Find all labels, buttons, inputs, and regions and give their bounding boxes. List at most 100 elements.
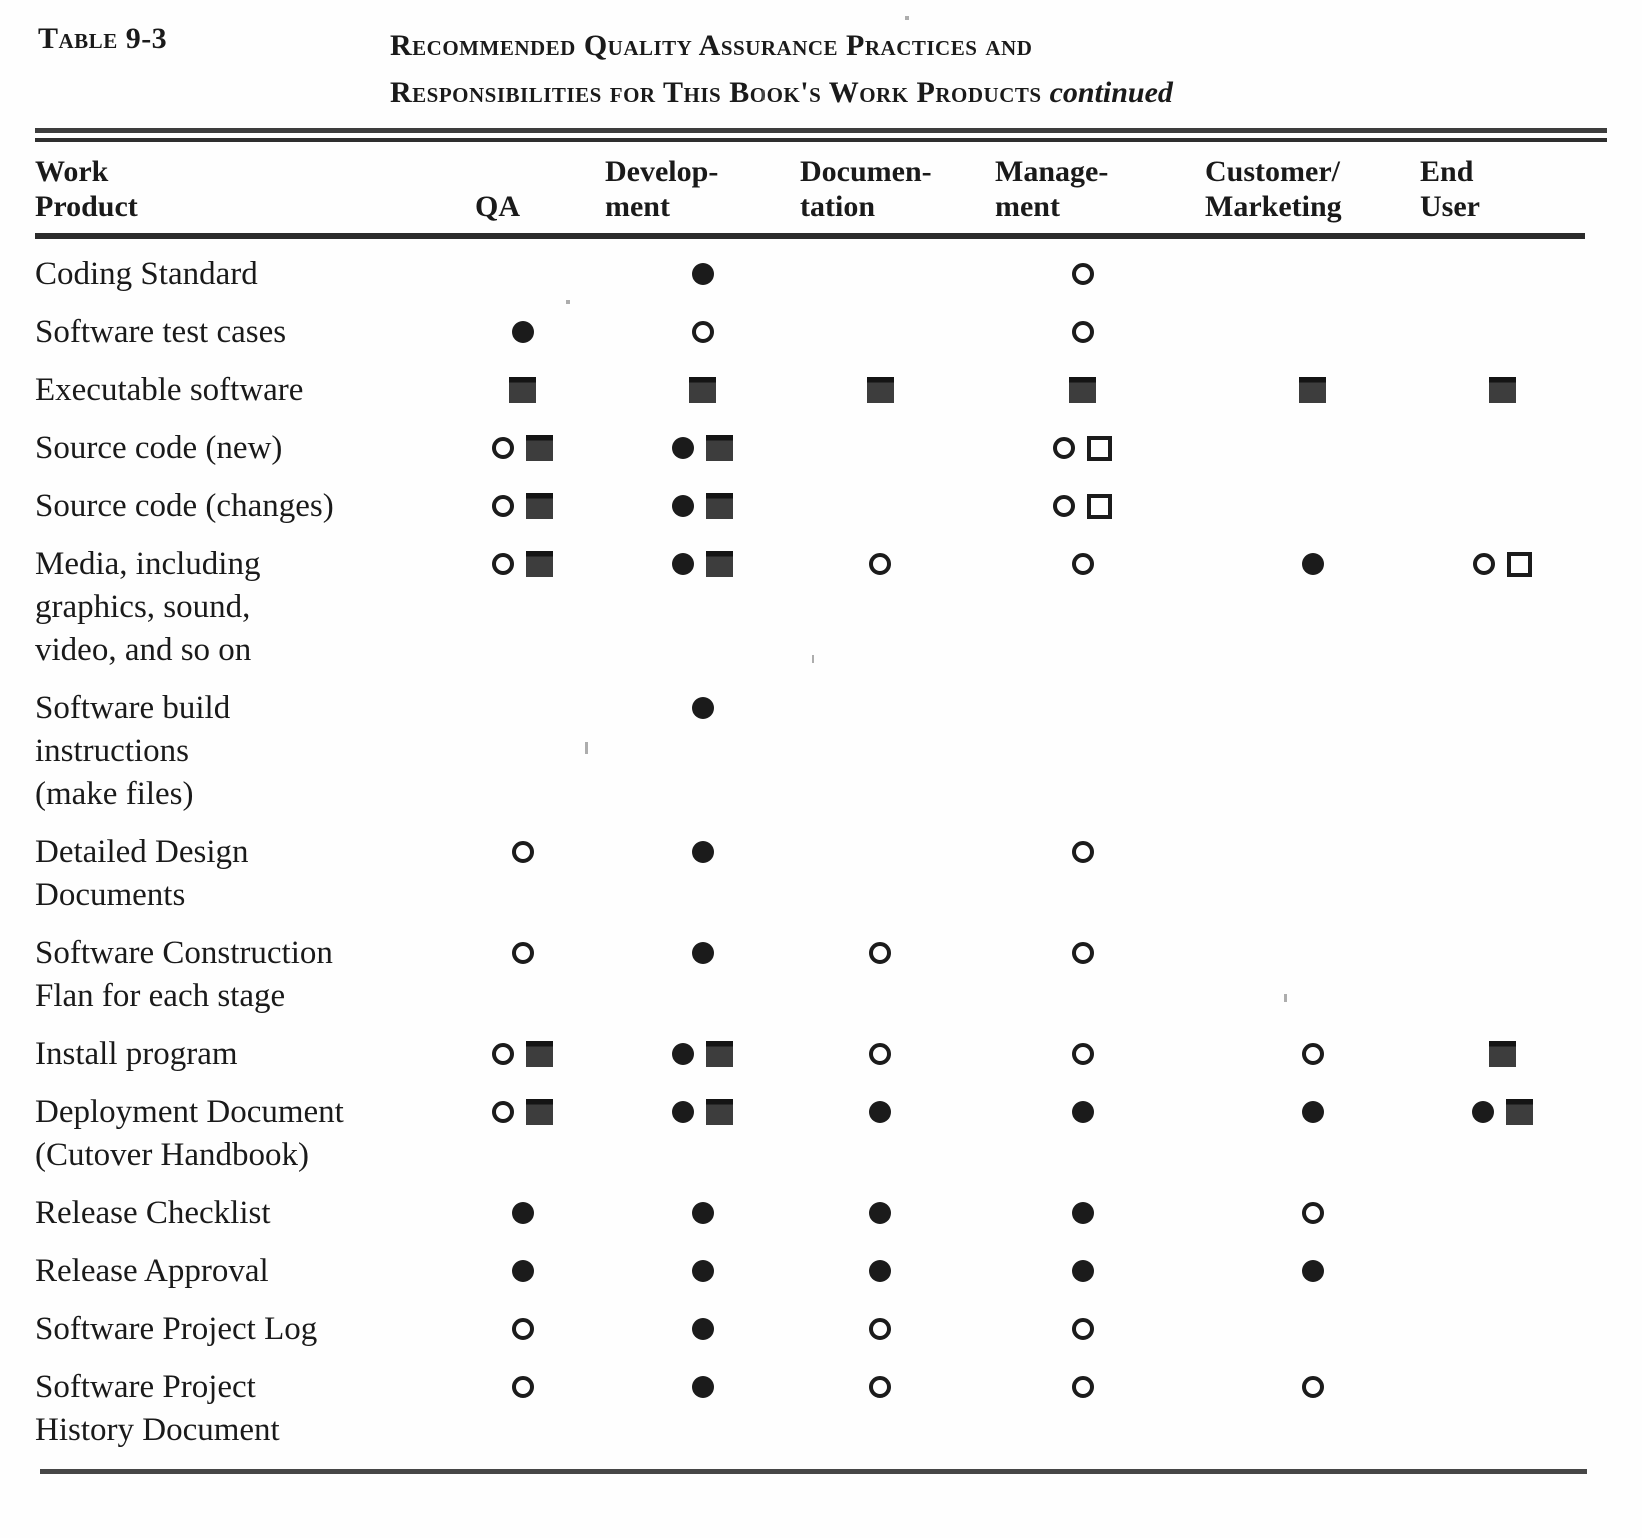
- column-header-end-user: End User: [1420, 148, 1585, 239]
- open-circle-icon: [1071, 1376, 1094, 1399]
- filled-square-icon: [706, 551, 733, 578]
- filled-circle-icon: [1301, 1101, 1324, 1124]
- qa-cell: [440, 1308, 605, 1366]
- open-circle-icon: [869, 942, 891, 965]
- filled-square-icon: [526, 435, 553, 462]
- scan-speck: [905, 16, 909, 20]
- work-product-cell: Executable software: [35, 372, 304, 408]
- filled-square-icon: [509, 377, 536, 404]
- filled-circle-icon: [691, 1318, 714, 1341]
- open-circle-icon: [1071, 553, 1094, 576]
- open-square-icon: [1507, 551, 1532, 577]
- open-circle-icon: [1053, 437, 1075, 460]
- column-header-line: Develop-: [605, 155, 719, 188]
- end-user-cell: [1420, 932, 1585, 1033]
- filled-circle-icon: [672, 1101, 694, 1124]
- filled-circle-icon: [672, 495, 694, 518]
- open-circle-icon: [869, 553, 891, 576]
- end-user-cell: [1420, 1091, 1585, 1192]
- documentation-cell: [800, 311, 960, 369]
- work-product-cell: Software Construction Flan for each stage: [35, 935, 333, 1014]
- open-circle-icon: [492, 553, 514, 576]
- end-user-cell: [1420, 1033, 1585, 1091]
- development-cell: [605, 543, 800, 687]
- table-label: Table 9-3: [38, 22, 168, 55]
- filled-square-icon: [1069, 377, 1096, 404]
- open-circle-icon: [691, 321, 714, 344]
- filled-circle-icon: [672, 553, 694, 576]
- filled-circle-icon: [691, 942, 714, 965]
- management-cell: [960, 1250, 1205, 1308]
- end-user-cell: [1420, 1250, 1585, 1308]
- filled-circle-icon: [691, 1260, 714, 1283]
- end-user-cell: [1420, 543, 1585, 687]
- work-product-cell: Detailed Design Documents: [35, 834, 249, 913]
- customer-marketing-cell: [1205, 1192, 1420, 1250]
- work-product-cell: Software build instructions (make files): [35, 690, 231, 812]
- column-header-qa: QA: [440, 148, 605, 239]
- customer-marketing-cell: [1205, 1250, 1420, 1308]
- table-row: Executable software: [35, 369, 1585, 427]
- column-header-documentation: Documen-tation: [800, 148, 960, 239]
- filled-circle-icon: [672, 1043, 694, 1066]
- management-cell: [960, 932, 1205, 1033]
- filled-square-icon: [526, 1041, 553, 1068]
- open-circle-icon: [1053, 495, 1075, 518]
- open-circle-icon: [1071, 263, 1094, 286]
- documentation-cell: [800, 485, 960, 543]
- qa-responsibilities-table: Work Product QA Develop-ment Documen-tation…: [35, 148, 1585, 1467]
- column-header-line: tation: [800, 190, 875, 223]
- open-circle-icon: [492, 1043, 514, 1066]
- documentation-cell: [800, 1091, 960, 1192]
- open-circle-icon: [1301, 1202, 1324, 1225]
- customer-marketing-cell: [1205, 427, 1420, 485]
- qa-cell: [440, 1366, 605, 1467]
- work-product-cell: Release Approval: [35, 1253, 269, 1289]
- filled-circle-icon: [691, 697, 714, 720]
- work-product-cell: Source code (changes): [35, 488, 334, 524]
- table-row: Software test cases: [35, 311, 1585, 369]
- filled-square-icon: [689, 377, 716, 404]
- customer-marketing-cell: [1205, 687, 1420, 831]
- open-circle-icon: [492, 495, 514, 518]
- end-user-cell: [1420, 831, 1585, 932]
- column-header-line: Customer/: [1205, 155, 1340, 188]
- documentation-cell: [800, 1192, 960, 1250]
- filled-square-icon: [1489, 1041, 1516, 1068]
- open-circle-icon: [1473, 553, 1495, 576]
- management-cell: [960, 427, 1205, 485]
- column-header-line: User: [1420, 190, 1480, 223]
- table-row: Media, including graphics, sound, video, a…: [35, 543, 1585, 687]
- end-user-cell: [1420, 1308, 1585, 1366]
- table-row: Source code (changes): [35, 485, 1585, 543]
- column-header-line: Product: [35, 190, 138, 223]
- column-header-work-product: Work Product: [35, 148, 440, 239]
- column-header-line: QA: [475, 190, 520, 223]
- documentation-cell: [800, 932, 960, 1033]
- customer-marketing-cell: [1205, 369, 1420, 427]
- open-circle-icon: [1071, 1318, 1094, 1341]
- management-cell: [960, 485, 1205, 543]
- management-cell: [960, 311, 1205, 369]
- management-cell: [960, 1033, 1205, 1091]
- management-cell: [960, 1366, 1205, 1467]
- table-row: Coding Standard: [35, 236, 1585, 311]
- filled-circle-icon: [1301, 1260, 1324, 1283]
- management-cell: [960, 1192, 1205, 1250]
- filled-circle-icon: [511, 1202, 534, 1225]
- filled-square-icon: [1489, 377, 1516, 404]
- end-user-cell: [1420, 485, 1585, 543]
- qa-cell: [440, 369, 605, 427]
- filled-circle-icon: [511, 321, 534, 344]
- scan-speck: [1284, 994, 1287, 1002]
- column-header-line: End: [1420, 155, 1474, 188]
- qa-cell: [440, 932, 605, 1033]
- customer-marketing-cell: [1205, 932, 1420, 1033]
- column-header-line: [475, 154, 605, 189]
- table-row: Source code (new): [35, 427, 1585, 485]
- management-cell: [960, 1091, 1205, 1192]
- open-circle-icon: [511, 1318, 534, 1341]
- qa-cell: [440, 831, 605, 932]
- filled-circle-icon: [1071, 1260, 1094, 1283]
- management-cell: [960, 369, 1205, 427]
